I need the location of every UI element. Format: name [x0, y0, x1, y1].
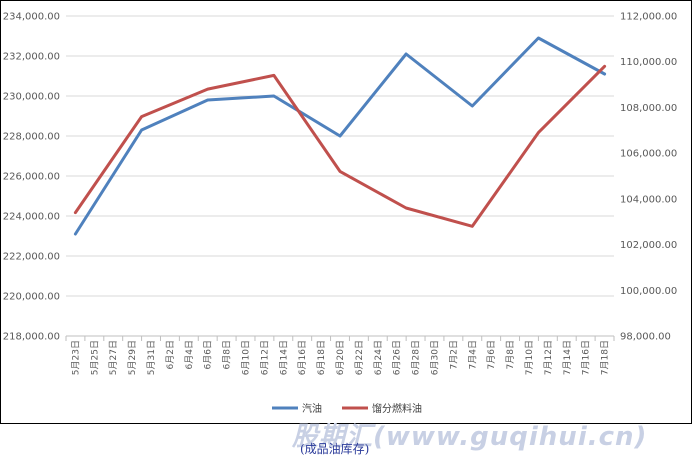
- x-tick-label: 6月6日: [203, 340, 214, 369]
- x-tick-label: 6月10日: [241, 340, 252, 375]
- x-tick-label: 7月4日: [467, 340, 478, 369]
- y-axis-right: 98,000.00 100,000.00 102,000.00 104,000.00 1…: [620, 12, 677, 343]
- series-lines: [73, 36, 607, 236]
- chart-frame: [0, 0, 692, 424]
- legend: 汽油 馏分燃料油: [272, 402, 422, 415]
- x-tick-label: 7月14日: [562, 340, 573, 375]
- y-left-tick-label: 228,000.00: [3, 132, 60, 143]
- x-tick-label: 7月6日: [486, 340, 497, 369]
- y-left-tick-label: 226,000.00: [3, 172, 60, 183]
- x-tick-label: 6月28日: [411, 340, 422, 375]
- y-left-tick-label: 218,000.00: [3, 332, 60, 343]
- chart-caption: (成品油库存): [300, 442, 370, 456]
- y-left-tick-label: 224,000.00: [3, 212, 60, 223]
- x-tick-label: 6月4日: [184, 340, 195, 369]
- x-tick-label: 7月10日: [524, 340, 535, 375]
- y-right-tick-label: 110,000.00: [620, 57, 677, 68]
- y-right-tick-label: 106,000.00: [620, 149, 677, 160]
- y-left-tick-label: 232,000.00: [3, 52, 60, 63]
- x-tick-label: 7月18日: [600, 340, 611, 375]
- x-tick-label: 5月23日: [70, 340, 81, 375]
- x-tick-label: 6月8日: [222, 340, 233, 369]
- x-tick-label: 7月2日: [448, 340, 459, 369]
- watermark-text: 股期汇(www.guqihui.cn): [292, 422, 648, 452]
- x-tick-label: 6月18日: [316, 340, 327, 375]
- y-left-tick-label: 222,000.00: [3, 252, 60, 263]
- y-left-tick-label: 230,000.00: [3, 92, 60, 103]
- y-right-tick-label: 100,000.00: [620, 286, 677, 297]
- y-left-tick-label: 220,000.00: [3, 292, 60, 303]
- legend-label: 汽油: [302, 402, 322, 415]
- legend-label: 馏分燃料油: [372, 402, 422, 415]
- y-right-tick-label: 112,000.00: [620, 12, 677, 23]
- x-tick-label: 7月8日: [505, 340, 516, 369]
- y-right-tick-label: 102,000.00: [620, 240, 677, 251]
- y-right-tick-label: 104,000.00: [620, 194, 677, 205]
- x-tick-label: 5月29日: [127, 340, 138, 375]
- x-tick-label: 6月16日: [297, 340, 308, 375]
- x-tick-label: 7月16日: [581, 340, 592, 375]
- x-tick-label: 6月26日: [392, 340, 403, 375]
- x-tick-label: 6月30日: [429, 340, 440, 375]
- y-left-tick-label: 234,000.00: [3, 12, 60, 23]
- x-tick-label: 5月27日: [108, 340, 119, 375]
- x-tick-label: 6月12日: [259, 340, 270, 375]
- x-tick-label: 5月31日: [146, 340, 157, 375]
- series-line: [73, 36, 607, 236]
- x-tick-label: 5月25日: [89, 340, 100, 375]
- x-tick-label: 6月20日: [335, 340, 346, 375]
- x-tick-label: 6月24日: [373, 340, 384, 375]
- y-right-tick-label: 108,000.00: [620, 103, 677, 114]
- y-right-tick-label: 98,000.00: [620, 332, 671, 343]
- series-line: [73, 64, 607, 228]
- x-axis: 5月23日 5月25日 5月27日 5月29日 5月31日 6月2日 6月4日 6月6日 6月8…: [65, 335, 615, 375]
- y-axis-left: 218,000.00 220,000.00 222,000.00 224,000.00…: [3, 12, 60, 343]
- gridlines: [66, 15, 614, 337]
- x-tick-label: 7月12日: [543, 340, 554, 375]
- x-tick-label: 6月22日: [354, 340, 365, 375]
- chart-area: 218,000.00 220,000.00 222,000.00 224,000.00…: [3, 12, 678, 416]
- x-tick-label: 6月2日: [165, 340, 176, 369]
- x-tick-label: 6月14日: [278, 340, 289, 375]
